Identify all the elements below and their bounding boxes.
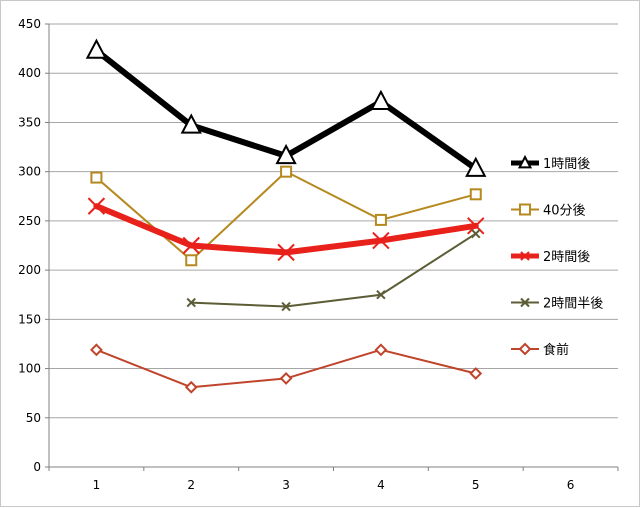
data-point: [182, 236, 200, 255]
data-point: [374, 343, 388, 357]
legend-item: 40分後: [511, 203, 586, 219]
data-point: [87, 197, 106, 215]
legend-label: 2時間半後: [543, 297, 603, 312]
y-tick-label: 200: [18, 263, 41, 277]
legend-item: 2時間後: [511, 250, 590, 265]
data-point: [471, 228, 481, 239]
x-tick-label: 6: [567, 478, 575, 492]
y-tick-label: 400: [18, 66, 41, 80]
data-point-stroke: [186, 297, 196, 308]
data-point: [277, 243, 295, 262]
data-point: [465, 156, 487, 177]
series-4: [186, 228, 481, 312]
data-point: [469, 188, 482, 201]
data-point: [275, 143, 297, 165]
x-tick-label: 2: [187, 478, 195, 492]
data-point: [517, 154, 533, 169]
data-point-stroke: [87, 197, 106, 215]
series-line: [190, 232, 477, 308]
data-point-stroke: [520, 297, 530, 308]
data-point: [281, 301, 291, 312]
y-tick-label: 300: [18, 165, 41, 179]
series-3: [87, 197, 485, 262]
data-point: [519, 203, 531, 216]
data-point: [280, 165, 293, 178]
x-tick-label: 3: [282, 478, 290, 492]
data-point: [85, 38, 108, 59]
data-point: [376, 290, 386, 300]
data-point-stroke: [281, 301, 291, 312]
x-tick-label: 1: [93, 478, 101, 492]
data-point: [90, 171, 103, 184]
data-point-stroke: [277, 243, 295, 262]
data-point: [520, 297, 530, 308]
legend-label: 2時間後: [543, 250, 590, 265]
legend-item: 1時間後: [511, 154, 590, 172]
y-tick-label: 350: [18, 115, 41, 129]
data-point: [90, 343, 103, 357]
data-point: [184, 380, 198, 394]
data-point: [180, 113, 202, 134]
data-point-stroke: [467, 217, 485, 235]
y-tick-label: 50: [26, 411, 41, 425]
data-point-stroke: [372, 231, 390, 250]
legend-item: 2時間半後: [511, 297, 603, 312]
data-point-stroke: [376, 290, 386, 300]
series-line: [95, 170, 477, 262]
y-tick-label: 0: [33, 460, 41, 474]
y-tick-label: 250: [18, 214, 41, 228]
data-point: [467, 217, 485, 235]
data-point-stroke: [471, 228, 481, 239]
data-point: [469, 367, 483, 380]
data-point-stroke: [182, 236, 200, 255]
x-tick-label: 4: [377, 478, 385, 492]
data-point: [370, 89, 392, 110]
data-point: [518, 342, 532, 356]
data-point-stroke: [520, 251, 530, 261]
data-point: [279, 371, 293, 385]
series-line: [93, 203, 479, 256]
x-tick-label: 5: [472, 478, 480, 492]
legend-label: 40分後: [543, 204, 586, 219]
data-point: [520, 251, 530, 261]
data-point: [374, 213, 387, 226]
axes: 0 50 100 150 200 250 300 350 400 450 1 2 3 4 5 6: [18, 17, 619, 492]
series-5: [90, 343, 483, 394]
data-point: [372, 231, 390, 250]
data-point: [186, 297, 196, 308]
legend-label: 食前: [543, 342, 569, 358]
data-point: [185, 254, 198, 267]
series-lines: [85, 38, 487, 394]
legend-item: 食前: [511, 342, 569, 358]
legend-label: 1時間後: [543, 157, 590, 172]
series-1: [85, 38, 487, 177]
y-tick-label: 450: [18, 17, 41, 31]
y-tick-label: 150: [18, 312, 41, 326]
y-tick-label: 100: [18, 362, 41, 376]
